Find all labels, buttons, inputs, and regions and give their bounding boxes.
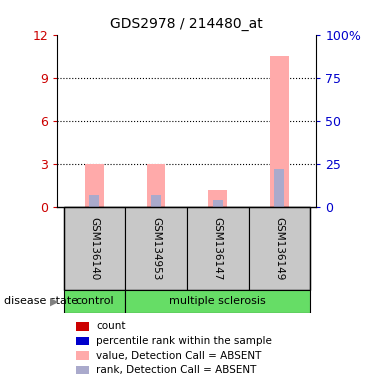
Text: GSM134953: GSM134953: [151, 217, 161, 280]
Text: control: control: [75, 296, 114, 306]
Bar: [125, 290, 310, 313]
Text: count: count: [96, 321, 126, 331]
Bar: [64, 207, 125, 290]
Bar: [274, 169, 285, 207]
Text: percentile rank within the sample: percentile rank within the sample: [96, 336, 272, 346]
Title: GDS2978 / 214480_at: GDS2978 / 214480_at: [111, 17, 263, 31]
Bar: [147, 164, 165, 207]
Text: GSM136140: GSM136140: [89, 217, 100, 280]
Bar: [249, 207, 310, 290]
Text: GSM136147: GSM136147: [213, 217, 223, 280]
Text: multiple sclerosis: multiple sclerosis: [169, 296, 266, 306]
Text: ▶: ▶: [50, 296, 58, 306]
Bar: [187, 207, 249, 290]
Bar: [85, 164, 104, 207]
Bar: [270, 56, 289, 207]
Bar: [89, 195, 100, 207]
Bar: [213, 200, 223, 207]
Text: disease state: disease state: [4, 296, 78, 306]
Text: rank, Detection Call = ABSENT: rank, Detection Call = ABSENT: [96, 365, 256, 375]
Bar: [125, 207, 187, 290]
Bar: [151, 195, 161, 207]
Bar: [64, 290, 125, 313]
Text: value, Detection Call = ABSENT: value, Detection Call = ABSENT: [96, 351, 262, 361]
Text: GSM136149: GSM136149: [274, 217, 285, 280]
Bar: [208, 190, 227, 207]
